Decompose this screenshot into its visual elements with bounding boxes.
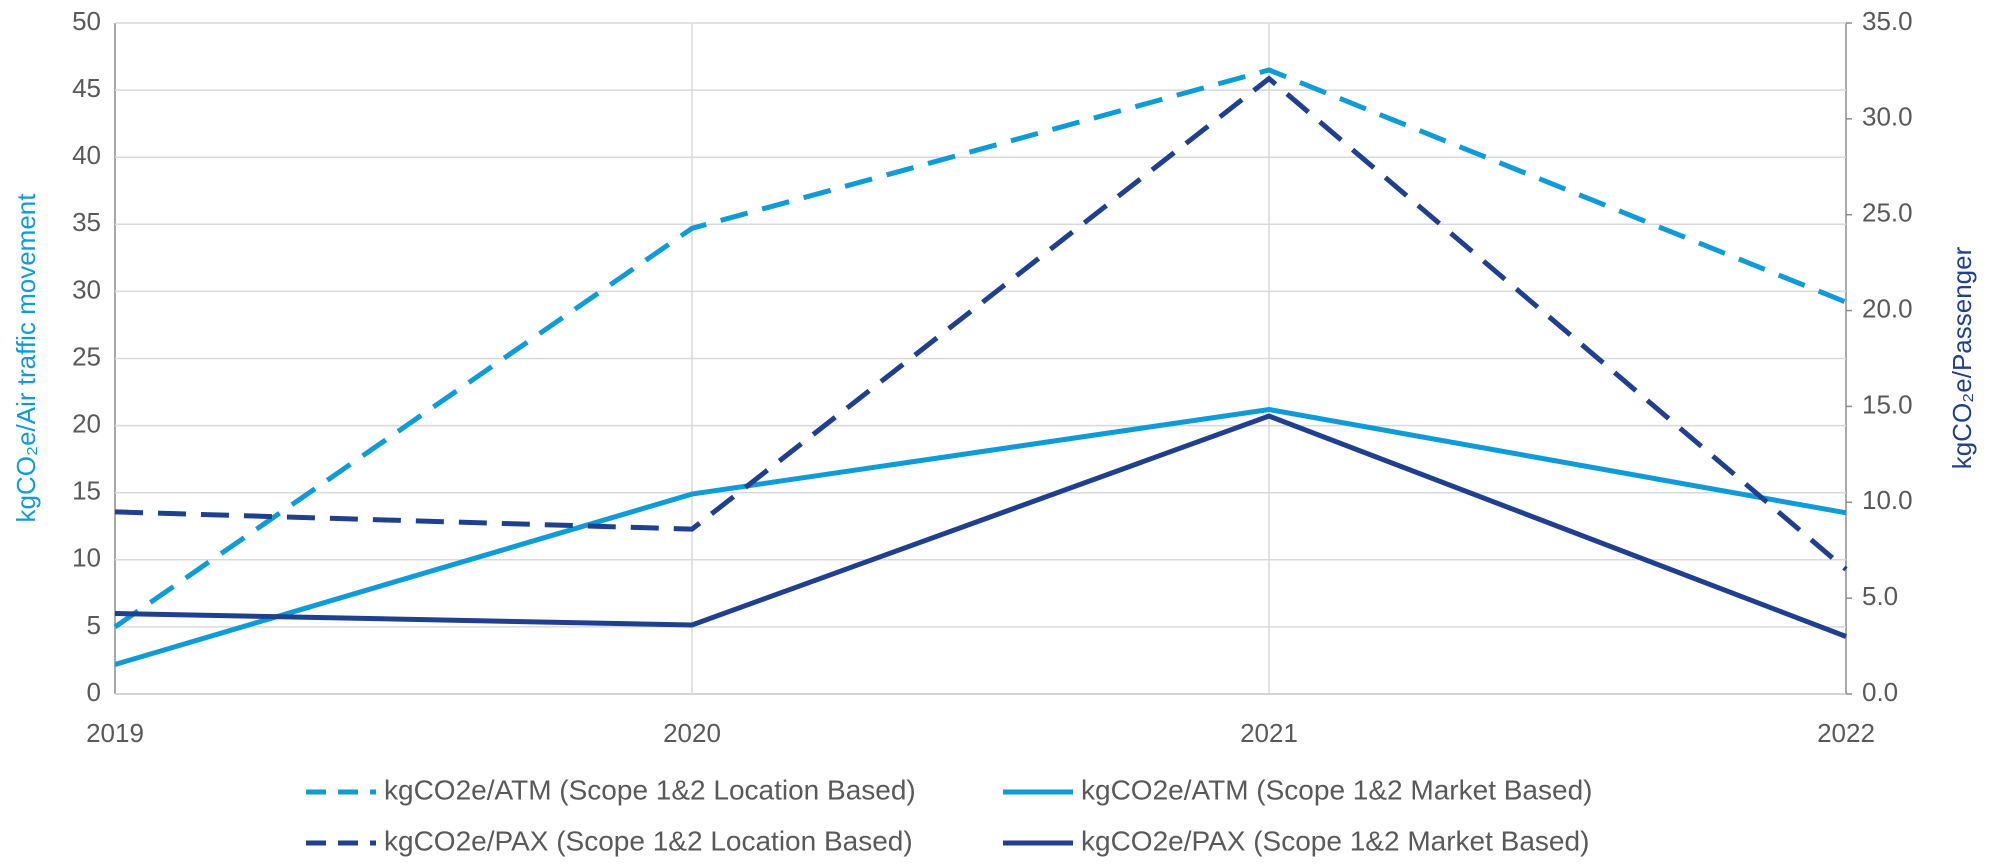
y2-tick-label: 10.0 (1862, 485, 1913, 515)
legend-label: kgCO2e/ATM (Scope 1&2 Market Based) (1081, 774, 1592, 805)
y2-tick-label: 15.0 (1862, 389, 1913, 419)
y2-tick-label: 25.0 (1862, 198, 1913, 228)
series-line (114, 406, 1847, 667)
y2-tick-label: 35.0 (1862, 6, 1913, 36)
y2-tick-label: 0.0 (1862, 677, 1898, 707)
y2-tick-label: 20.0 (1862, 293, 1913, 323)
y-tick-label: 45 (72, 73, 101, 103)
series-line (114, 75, 1848, 572)
legend-label: kgCO2e/ATM (Scope 1&2 Location Based) (384, 774, 916, 805)
y2-axis-label: kgCO₂e/Passenger (1947, 246, 1977, 469)
series-line (113, 67, 1847, 629)
y-tick-label: 5 (87, 610, 101, 640)
y-tick-label: 20 (72, 408, 101, 438)
legend-label: kgCO2e/PAX (Scope 1&2 Market Based) (1081, 825, 1589, 856)
y-tick-label: 10 (72, 543, 101, 573)
y-tick-label: 50 (72, 6, 101, 36)
x-tick-label: 2022 (1817, 718, 1875, 748)
y-tick-label: 0 (87, 677, 101, 707)
legend-label: kgCO2e/PAX (Scope 1&2 Location Based) (384, 825, 913, 856)
x-tick-label: 2020 (663, 718, 721, 748)
x-tick-label: 2019 (86, 718, 144, 748)
y2-tick-label: 30.0 (1862, 102, 1913, 132)
y-tick-label: 25 (72, 341, 101, 371)
y-tick-label: 35 (72, 207, 101, 237)
y-tick-label: 15 (72, 476, 101, 506)
y-axis-label: kgCO₂e/Air traffic movement (11, 193, 41, 523)
y-tick-label: 30 (72, 274, 101, 304)
series-line (114, 413, 1847, 639)
x-tick-label: 2021 (1240, 718, 1298, 748)
y-tick-label: 40 (72, 140, 101, 170)
y2-tick-label: 5.0 (1862, 581, 1898, 611)
